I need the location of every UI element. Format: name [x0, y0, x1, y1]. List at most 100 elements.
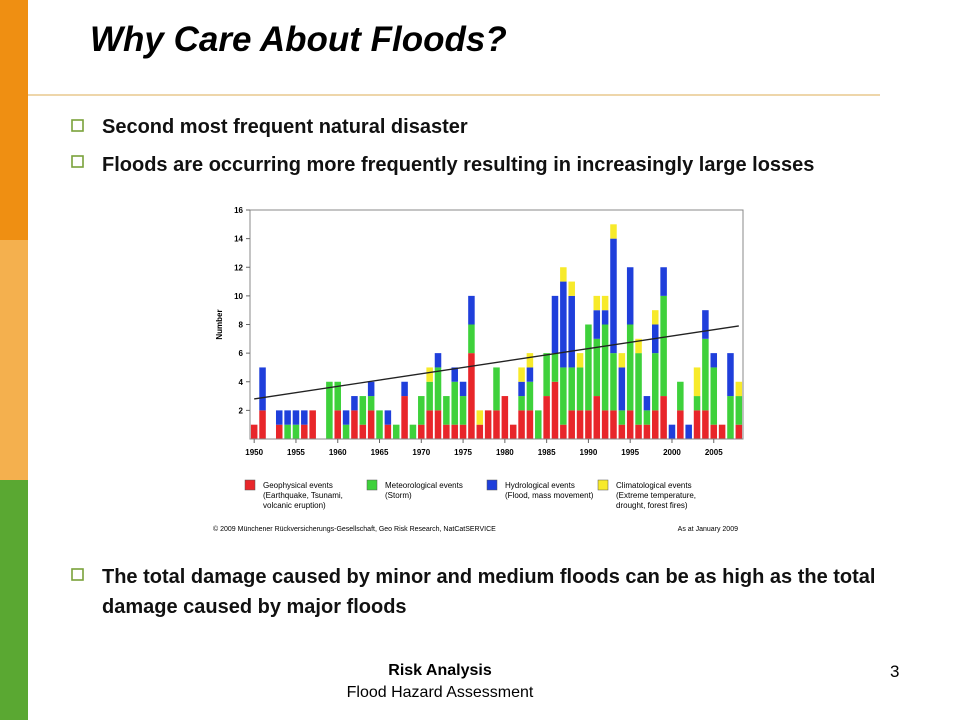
- bar-segment: [468, 324, 475, 354]
- bar-segment: [610, 353, 617, 411]
- bar-segment: [727, 353, 734, 397]
- bar-segment: [451, 381, 458, 425]
- bar-segment: [334, 381, 341, 411]
- x-tick-label: 1995: [621, 448, 639, 457]
- bar-segment: [434, 410, 442, 439]
- bar-segment: [585, 324, 592, 411]
- bar-segment: [342, 410, 350, 425]
- y-tick-label: 12: [234, 263, 243, 272]
- bar-segment: [693, 396, 701, 411]
- y-tick-label: 8: [239, 321, 244, 330]
- bar-segment: [685, 424, 692, 439]
- bar-segment: [259, 410, 266, 439]
- bar-segment: [384, 410, 392, 425]
- bar-segment: [610, 238, 617, 354]
- legend-description: (Storm): [385, 491, 412, 500]
- strip-top: [0, 0, 28, 240]
- bar-segment: [401, 396, 408, 439]
- bar-segment: [326, 381, 333, 439]
- bar-segment: [727, 396, 734, 439]
- bar-segment: [576, 410, 584, 439]
- legend-description: (Flood, mass movement): [505, 491, 594, 500]
- legend-name: Climatological events: [616, 481, 692, 490]
- bar-segment: [601, 295, 609, 311]
- bar-segment: [543, 353, 550, 397]
- bar-segment: [443, 424, 450, 439]
- legend-description: (Earthquake, Tsunami,: [263, 491, 343, 500]
- y-tick-label: 14: [234, 235, 243, 244]
- bar-segment: [660, 295, 667, 397]
- bullet: Floods are occurring more frequently res…: [102, 154, 815, 176]
- bar-segment: [618, 367, 626, 411]
- legend-swatch: [486, 479, 498, 491]
- bar-segment: [526, 381, 534, 411]
- bar-segment: [551, 353, 559, 382]
- bar-segment: [576, 353, 584, 368]
- bar-segment: [568, 281, 575, 296]
- bar-segment: [434, 353, 442, 368]
- bar-segment: [560, 424, 567, 439]
- bar-segment: [275, 410, 283, 425]
- bar-segment: [735, 381, 743, 397]
- bar-segment: [468, 353, 475, 439]
- bar-segment: [426, 410, 433, 439]
- bar-segment: [292, 424, 300, 439]
- footer: Risk Analysis Flood Hazard Assessment: [330, 660, 550, 704]
- bar-segment: [351, 410, 358, 439]
- bar-segment: [401, 381, 408, 397]
- bar-segment: [568, 367, 575, 411]
- bar-segment: [585, 410, 592, 439]
- x-tick-label: 1980: [496, 448, 514, 457]
- bar-segment: [301, 424, 308, 439]
- bar-segment: [626, 267, 634, 325]
- bar-segment: [710, 367, 718, 425]
- bar-segment: [635, 338, 642, 354]
- bar-segment: [459, 381, 467, 397]
- bar-segment: [426, 381, 433, 411]
- bar-segment: [610, 224, 617, 239]
- bar-segment: [618, 410, 626, 425]
- bar-segment: [493, 367, 500, 411]
- bar-segment: [635, 353, 642, 425]
- bar-segment: [459, 396, 467, 425]
- bar-segment: [468, 295, 475, 325]
- bullet: Second most frequent natural disaster: [102, 116, 468, 138]
- note: As at January 2009: [678, 526, 738, 533]
- bar-segment: [643, 410, 651, 425]
- bar-segment: [476, 410, 484, 425]
- bar-segment: [735, 424, 743, 439]
- bar-segment: [493, 410, 500, 439]
- x-tick-label: 2000: [663, 448, 681, 457]
- bar-segment: [526, 353, 534, 368]
- bar-segment: [459, 424, 467, 439]
- bar-segment: [568, 410, 575, 439]
- bar-segment: [593, 396, 601, 439]
- bar-segment: [576, 367, 584, 411]
- legend-name: Hydrological events: [505, 481, 575, 490]
- bar-segment: [526, 410, 534, 439]
- bar-segment: [509, 424, 517, 439]
- bar-segment: [392, 424, 400, 439]
- x-tick-label: 1960: [329, 448, 347, 457]
- x-tick-label: 1950: [245, 448, 263, 457]
- x-tick-label: 1985: [538, 448, 556, 457]
- source: © 2009 Münchener Rückversicherungs-Gesel…: [213, 525, 496, 533]
- legend-description: volcanic eruption): [263, 501, 326, 510]
- bar-segment: [284, 410, 291, 425]
- bar-segment: [635, 424, 642, 439]
- bar-segment: [618, 424, 626, 439]
- bar-segment: [652, 353, 659, 411]
- bar-segment: [710, 424, 718, 439]
- x-tick-label: 2005: [705, 448, 723, 457]
- bar-segment: [652, 310, 659, 325]
- bar-segment: [301, 410, 308, 425]
- bar-segment: [526, 367, 534, 382]
- x-tick-label: 1990: [580, 448, 598, 457]
- bar-segment: [601, 410, 609, 439]
- bar-segment: [735, 396, 743, 425]
- bar-segment: [484, 410, 492, 439]
- bar-segment: [359, 396, 367, 425]
- bar-segment: [426, 367, 433, 382]
- bar-segment: [551, 295, 559, 354]
- bar-segment: [660, 267, 667, 296]
